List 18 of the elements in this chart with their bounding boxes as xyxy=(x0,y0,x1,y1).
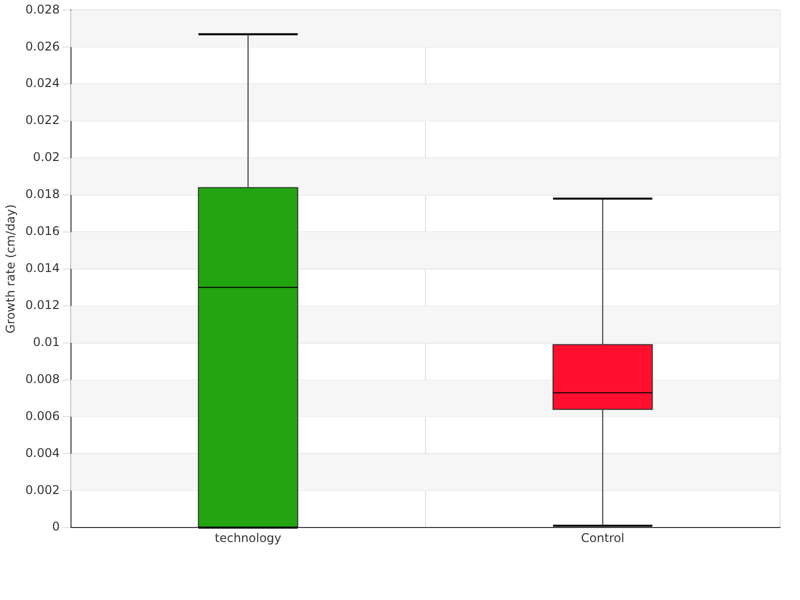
y-tick-label: 0.028 xyxy=(25,2,60,16)
y-tick-label: 0 xyxy=(52,520,60,534)
y-tick-label: 0.006 xyxy=(25,408,60,423)
y-axis-title: Growth rate (cm/day) xyxy=(3,204,18,334)
y-tick-label: 0.026 xyxy=(25,39,60,54)
y-tick-label: 0.004 xyxy=(25,446,60,460)
y-tick-label: 0.012 xyxy=(25,298,60,312)
y-tick-label: 0.018 xyxy=(25,187,60,202)
y-tick-label: 0.008 xyxy=(25,372,60,386)
y-tick-label: 0.024 xyxy=(25,76,60,90)
y-tick-label: 0.014 xyxy=(25,261,60,276)
y-tick-label: 0.02 xyxy=(33,150,60,164)
y-tick-label: 0.002 xyxy=(25,482,60,497)
x-tick-label: Control xyxy=(580,530,624,545)
y-tick-label: 0.022 xyxy=(25,113,60,128)
x-tick-label: technology xyxy=(214,530,282,545)
y-tick-label: 0.016 xyxy=(25,224,60,238)
y-tick-label: 0.01 xyxy=(33,334,60,349)
